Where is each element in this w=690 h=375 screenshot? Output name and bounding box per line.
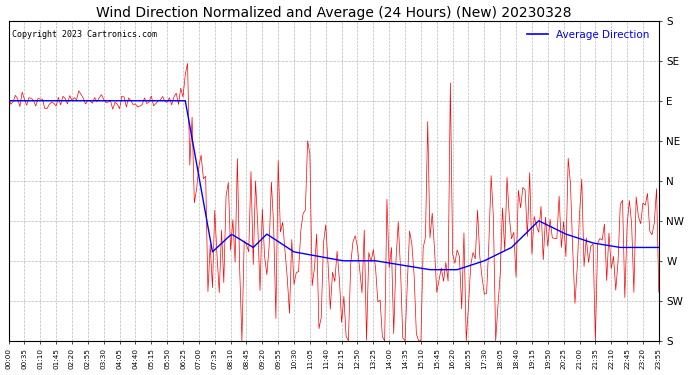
- Title: Wind Direction Normalized and Average (24 Hours) (New) 20230328: Wind Direction Normalized and Average (2…: [96, 6, 571, 20]
- Legend: Average Direction: Average Direction: [523, 26, 653, 44]
- Text: Copyright 2023 Cartronics.com: Copyright 2023 Cartronics.com: [12, 30, 157, 39]
